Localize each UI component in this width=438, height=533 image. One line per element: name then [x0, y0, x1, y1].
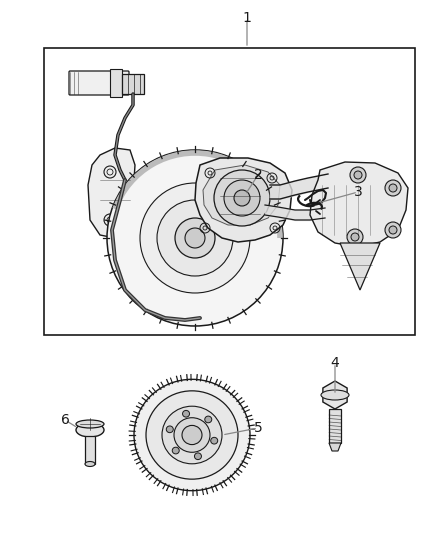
Ellipse shape: [183, 410, 190, 417]
Ellipse shape: [321, 390, 349, 400]
Ellipse shape: [205, 416, 212, 423]
Text: 4: 4: [331, 356, 339, 370]
Ellipse shape: [76, 423, 104, 437]
Circle shape: [350, 167, 366, 183]
Ellipse shape: [146, 391, 238, 479]
Circle shape: [351, 233, 359, 241]
Circle shape: [157, 200, 233, 276]
Text: 3: 3: [353, 185, 362, 199]
Ellipse shape: [174, 418, 210, 453]
Polygon shape: [203, 165, 280, 225]
Circle shape: [389, 184, 397, 192]
Circle shape: [224, 180, 260, 216]
Circle shape: [140, 183, 250, 293]
Bar: [44, 48, 415, 335]
Circle shape: [185, 228, 205, 248]
Ellipse shape: [85, 462, 95, 466]
Ellipse shape: [166, 426, 173, 433]
Circle shape: [107, 150, 283, 326]
Circle shape: [234, 190, 250, 206]
Polygon shape: [329, 443, 341, 451]
Ellipse shape: [76, 420, 104, 428]
Polygon shape: [195, 158, 292, 242]
Ellipse shape: [182, 425, 202, 445]
Bar: [122, 74, 144, 94]
Text: 6: 6: [60, 413, 70, 427]
Text: 5: 5: [254, 421, 262, 435]
Ellipse shape: [162, 406, 222, 464]
Circle shape: [214, 170, 270, 226]
Circle shape: [354, 171, 362, 179]
Bar: [110, 69, 122, 97]
Polygon shape: [88, 148, 135, 238]
Circle shape: [385, 222, 401, 238]
Circle shape: [389, 226, 397, 234]
Circle shape: [347, 229, 363, 245]
Polygon shape: [310, 162, 408, 247]
Text: 1: 1: [243, 11, 251, 25]
Bar: [85, 436, 95, 464]
Ellipse shape: [211, 438, 218, 444]
Polygon shape: [329, 409, 341, 443]
Circle shape: [175, 218, 215, 258]
FancyBboxPatch shape: [69, 71, 129, 95]
Text: 2: 2: [254, 168, 262, 182]
Polygon shape: [340, 243, 380, 290]
Ellipse shape: [194, 453, 201, 459]
Ellipse shape: [172, 447, 179, 454]
Circle shape: [385, 180, 401, 196]
Polygon shape: [323, 381, 347, 409]
Ellipse shape: [134, 379, 250, 491]
